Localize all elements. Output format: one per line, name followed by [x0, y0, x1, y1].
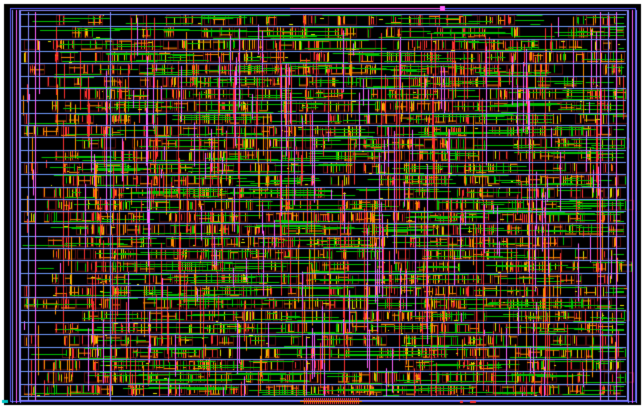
chip-layout-canvas[interactable]	[0, 0, 644, 408]
layout-viewer[interactable]	[0, 0, 644, 408]
